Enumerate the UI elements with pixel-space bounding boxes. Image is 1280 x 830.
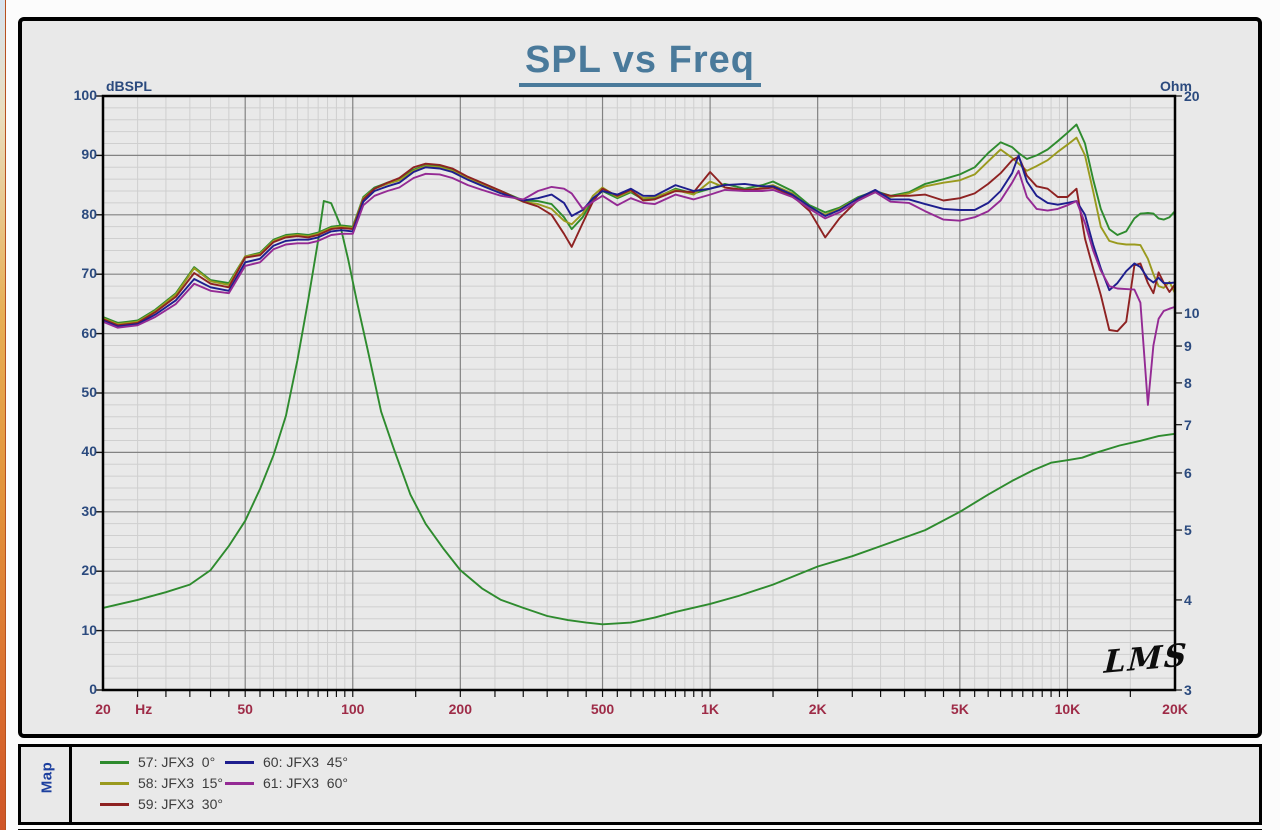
plot-frame	[101, 94, 1177, 692]
right-axis-unit-label: Ohm	[1160, 78, 1192, 94]
y-right-tick-label: 8	[1184, 374, 1192, 391]
spl-curve-57	[102, 123, 1176, 324]
x-axis-tick-label: 50	[237, 701, 253, 717]
x-axis-tick-label: 100	[341, 701, 365, 717]
legend-label-58: 58: JFX3 15°	[138, 775, 223, 791]
y-left-tick-label: 90	[81, 146, 97, 163]
legend-swatch-61	[225, 782, 254, 785]
y-right-tick-label: 7	[1184, 416, 1192, 433]
spl-curve-59	[102, 155, 1176, 333]
y-right-tick-label: 6	[1184, 464, 1192, 481]
y-left-tick-label: 40	[81, 443, 97, 460]
y-right-tick-label: 3	[1184, 682, 1192, 698]
x-axis-tick-label: 5K	[950, 701, 969, 717]
legend-label-60: 60: JFX3 45°	[263, 754, 348, 770]
lms-logo: LMS	[1103, 637, 1190, 681]
spl-curve-60	[102, 154, 1176, 328]
y-left-tick-label: 50	[81, 384, 97, 400]
y-right-tick-label: 20	[1184, 88, 1200, 104]
legend-label-57: 57: JFX3 0°	[138, 754, 216, 770]
y-left-tick-label: 0	[89, 681, 97, 697]
x-axis-tick-label: 500	[590, 701, 615, 717]
y-right-tick-label: 5	[1184, 522, 1192, 539]
y-left-tick-label: 80	[81, 205, 97, 222]
legend-swatch-60	[225, 761, 254, 764]
y-left-tick-label: 100	[73, 87, 97, 103]
left-axis-unit-label: dBSPL	[106, 78, 152, 94]
y-left-tick-label: 20	[81, 562, 97, 579]
legend-swatch-59	[100, 803, 129, 806]
spl-vs-freq-plot	[95, 94, 1182, 697]
map-tab-label: Map	[38, 761, 56, 794]
x-axis-tick-label: 200	[448, 701, 472, 717]
window-left-edge-strip	[0, 0, 6, 830]
legend-swatch-57	[100, 761, 129, 764]
map-tab[interactable]: Map	[21, 747, 72, 822]
y-left-tick-label: 60	[81, 324, 97, 341]
chart-title: SPL vs Freq	[22, 39, 1258, 87]
chart-title-text: SPL vs Freq	[519, 39, 761, 87]
spl-chart-panel: SPL vs Freq dBSPL Ohm 100 90 80 70 60 50 40 30 2…	[18, 17, 1262, 738]
legend-panel: Map 57: JFX3 0° 58: JFX3 15° 59: JFX3 30° 6…	[18, 744, 1262, 825]
legend-swatch-58	[100, 782, 129, 785]
y-left-tick-label: 10	[81, 621, 97, 638]
y-right-tick-label: 10	[1184, 305, 1200, 322]
legend-label-61: 61: JFX3 60°	[263, 775, 348, 791]
x-axis-tick-label: 20K	[1162, 701, 1188, 717]
impedance-curve	[102, 200, 1176, 626]
legend-label-59: 59: JFX3 30°	[138, 796, 223, 812]
x-axis-tick-label: 20	[95, 701, 111, 717]
x-axis-tick-label: 10K	[1054, 701, 1081, 717]
y-left-tick-label: 30	[81, 502, 97, 519]
x-axis-tick-label: 1K	[701, 701, 720, 717]
y-right-tick-label: 4	[1184, 591, 1192, 608]
y-left-tick-label: 70	[81, 265, 97, 282]
x-axis-tick-label: 2K	[808, 701, 827, 717]
x-axis-tick-label: Hz	[135, 701, 153, 717]
y-right-tick-label: 9	[1184, 338, 1192, 355]
spl-curve-61	[102, 169, 1176, 406]
